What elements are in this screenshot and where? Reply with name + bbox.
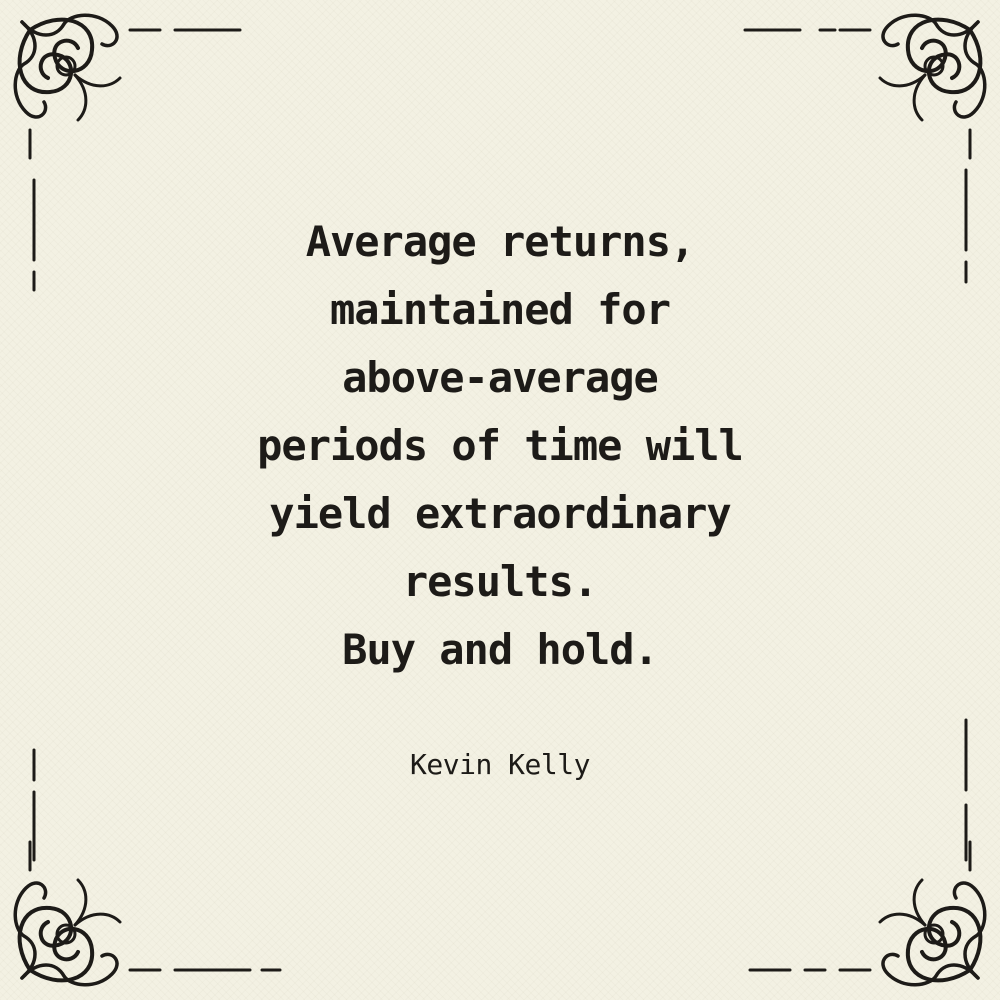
flourish-corner-icon-top-left	[13, 13, 163, 161]
quote-line: periods of time will	[257, 421, 744, 470]
quote-text: Average returns, maintained for above-av…	[150, 208, 850, 684]
flourish-corner-icon-bottom-right	[838, 840, 987, 987]
quote-line: above-average	[342, 353, 659, 402]
quote-line: yield extraordinary	[269, 489, 731, 538]
border-dashes	[32, 28, 968, 972]
quote-line: Buy and hold.	[342, 625, 659, 674]
quote-author: Kevin Kelly	[410, 748, 590, 781]
flourish-corner-icon-top-right	[838, 13, 987, 161]
quote-line: maintained for	[329, 285, 671, 334]
quote-line: results.	[402, 557, 598, 606]
quote-line: Average returns,	[305, 217, 696, 266]
flourish-corner-icon-bottom-left	[13, 840, 163, 987]
